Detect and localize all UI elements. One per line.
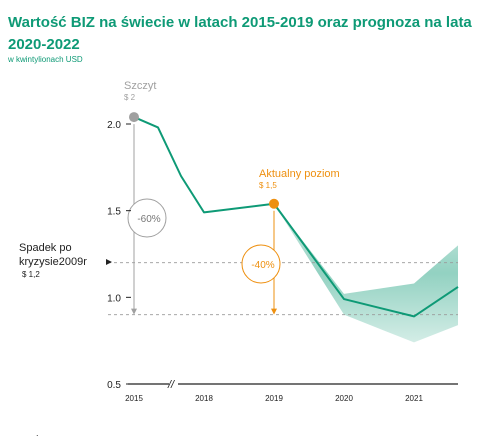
current-label: Aktualny poziom [259,168,340,180]
crisis-label-line2: kryzysie2009r [19,256,87,268]
x-tick-label: 2015 [125,394,143,403]
chart-title: Wartość BIZ na świecie w latach 2015-201… [8,14,472,53]
peak-drop-circle [127,198,167,238]
current-drop-arrow-icon [271,308,277,315]
crisis-value: $ 1,2 [22,270,40,279]
x-axis-break: // [167,379,175,391]
forecast-band [274,203,458,343]
series-line [133,116,459,318]
y-tick-label: 2.0 [107,120,121,131]
current-drop-circle [241,244,281,284]
x-tick-label: 2020 [335,394,353,403]
footnote: . [36,428,39,438]
y-tick-label: 1.5 [107,207,121,218]
current-marker [269,198,279,209]
current-drop-percent: -40% [251,260,274,271]
x-tick-label: 2021 [405,394,423,403]
y-tick-label: 0.5 [107,380,121,391]
peak-drop-percent: -60% [137,214,160,225]
peak-label: Szczyt [124,80,156,92]
crisis-arrow-icon [106,259,112,265]
x-tick-label: 2018 [195,394,213,403]
crisis-label-line1: Spadek po [19,242,72,254]
peak-value: $ 2 [124,93,136,102]
peak-marker [129,112,139,123]
peak-drop-arrow-icon [131,308,137,315]
current-value: $ 1,5 [259,181,277,190]
y-tick-label: 1.0 [107,293,121,304]
x-tick-label: 2019 [265,394,283,403]
chart-subtitle: w kwintylionach USD [8,55,83,64]
